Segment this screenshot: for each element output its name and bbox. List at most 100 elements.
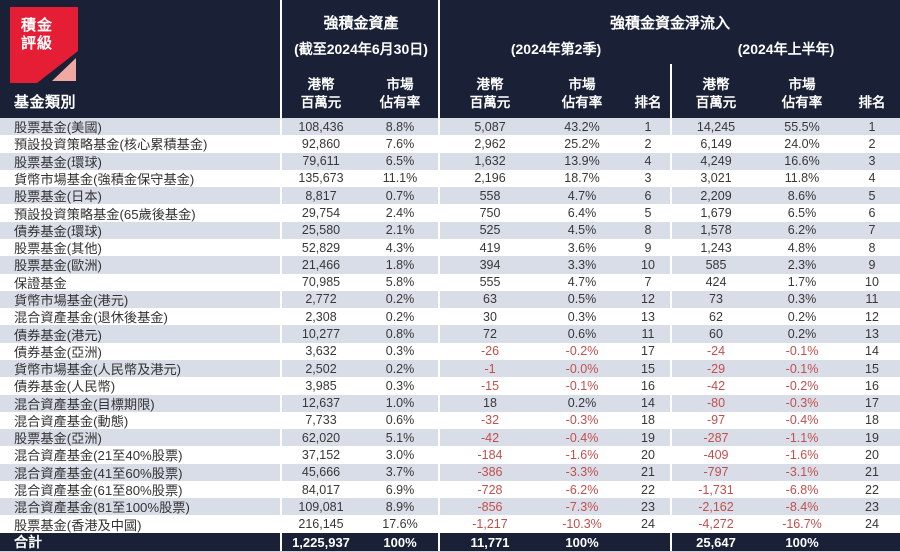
assets-share-cell: 3.7% — [385, 465, 415, 480]
assets-value-cell: 2,308 — [305, 309, 337, 324]
q2-rank-cell: 14 — [641, 396, 655, 411]
q2-rank-cell: 22 — [641, 482, 655, 497]
assets-value-cell: 216,145 — [298, 517, 344, 532]
h1-share-cell: -16.7% — [782, 517, 822, 532]
h1-flow-cell: -97 — [706, 413, 726, 428]
table-row: 預設投資策略基金(65歲後基金) 29,754 2.4% 750 6.4% 5 1,679 6… — [0, 204, 900, 222]
q2-rank-cell — [624, 533, 672, 551]
h1-rank-cell: 11 — [865, 292, 879, 307]
q2-rank-cell: 20 — [641, 447, 655, 462]
h1-flow-cell: 1,679 — [700, 206, 732, 221]
q2-flow-cell: -728 — [477, 482, 503, 497]
assets-value-cell: 45,666 — [301, 465, 341, 480]
q2-flow-cell: 30 — [483, 309, 497, 324]
assets-share-cell: 0.2% — [385, 309, 415, 324]
h1-share-cell: -0.1% — [785, 344, 819, 359]
q2-flow-cell: 72 — [483, 327, 497, 342]
fund-category-cell: 股票基金(亞洲) — [14, 431, 102, 447]
h1-rank-cell: 23 — [865, 499, 879, 514]
h1-rank-cell: 12 — [865, 309, 879, 324]
q2-share-cell: 4.7% — [567, 275, 597, 290]
table-row: 貨幣市場基金(港元) 2,772 0.2% 63 0.5% 12 73 0.3% 11 — [0, 290, 900, 309]
q2-flow-cell: -32 — [480, 413, 500, 428]
table-row: 股票基金(歐洲) 21,466 1.8% 394 3.3% 10 585 2.3% 9 — [0, 256, 900, 274]
h1-rank-cell: 22 — [865, 482, 879, 497]
assets-value-cell: 52,829 — [301, 240, 341, 255]
h1-share-cell: 4.8% — [787, 240, 817, 255]
q2-rank-cell: 24 — [641, 517, 655, 532]
h1-share-cell: -0.4% — [785, 413, 819, 428]
fund-category-cell: 股票基金(美國) — [14, 120, 102, 136]
h1-share-cell: 100% — [785, 534, 819, 550]
q2-flow-cell: 1,632 — [474, 154, 506, 169]
q2-rank-cell: 3 — [644, 171, 652, 186]
table-row: 混合資產基金(41至60%股票) 45,666 3.7% -386 -3.3% 21 -79… — [0, 463, 900, 481]
q2-share-cell: -6.2% — [565, 482, 599, 497]
fund-category-cell: 股票基金(歐洲) — [14, 258, 102, 274]
assets-value-cell: 7,733 — [305, 413, 337, 428]
h1-share-cell: 2.3% — [787, 257, 817, 272]
h1-share-cell: 0.3% — [787, 292, 817, 307]
fund-category-cell: 混合資產基金(目標期限) — [14, 396, 155, 412]
mpf-ratings-logo: 積金 評級 — [10, 7, 78, 83]
logo-text-line2: 評級 — [21, 34, 53, 52]
h1-share-cell: 1.7% — [787, 275, 817, 290]
q2-flow-cell: -1 — [484, 361, 496, 376]
q2-share-cell: 4.7% — [567, 188, 597, 203]
assets-share-cell: 0.2% — [385, 361, 415, 376]
fund-category-cell: 保證基金 — [14, 275, 67, 291]
h1-rank-cell: 8 — [868, 240, 876, 255]
fund-category-cell: 股票基金(日本) — [14, 189, 102, 205]
q2-share-cell: -0.1% — [565, 378, 599, 393]
assets-value-cell: 10,277 — [301, 327, 341, 342]
table-row: 貨幣市場基金(強積金保守基金) 135,673 11.1% 2,196 18.7% 3 3,… — [0, 169, 900, 188]
h1-share-cell: -3.1% — [785, 465, 819, 480]
table-body: 股票基金(美國) 108,436 8.8% 5,087 43.2% 1 14,245 55.5… — [0, 118, 900, 533]
assets-value-cell: 21,466 — [301, 257, 341, 272]
assets-value-cell: 29,754 — [301, 206, 341, 221]
q2-share-col-header: 市場 佔有率 — [561, 76, 603, 110]
q2-share-cell: -0.2% — [565, 344, 599, 359]
q2-subtitle: (2024年第2季) — [510, 41, 602, 57]
q2-flow-cell: 18 — [483, 396, 497, 411]
h1-share-cell: 55.5% — [784, 119, 820, 134]
assets-share-cell: 6.9% — [385, 482, 415, 497]
assets-value-cell: 92,860 — [301, 136, 341, 151]
assets-value-cell: 2,772 — [305, 292, 337, 307]
h1-rank-cell — [844, 533, 900, 551]
q2-rank-cell: 16 — [641, 378, 655, 393]
table-row: 預設投資策略基金(核心累積基金) 92,860 7.6% 2,962 25.2% 2 6,1… — [0, 135, 900, 153]
assets-value-cell: 84,017 — [301, 482, 341, 497]
q2-rank-cell: 6 — [644, 188, 652, 203]
h1-rank-cell: 21 — [865, 465, 879, 480]
h1-flow-cell: 2,209 — [700, 188, 732, 203]
fund-category-cell: 債券基金(環球) — [14, 223, 102, 239]
q2-rank-cell: 17 — [641, 344, 655, 359]
h1-rank-cell: 10 — [865, 275, 879, 290]
h1-flow-cell: 3,021 — [700, 171, 732, 186]
table-row: 混合資產基金(動態) 7,733 0.6% -32 -0.3% 18 -97 -0.4% 18 — [0, 411, 900, 430]
q2-rank-cell: 12 — [641, 292, 655, 307]
assets-share-col-header: 市場 佔有率 — [379, 76, 421, 110]
q2-flow-cell: 419 — [479, 240, 501, 255]
h1-flow-cell: 585 — [705, 257, 727, 272]
q2-share-cell: -0.0% — [565, 361, 599, 376]
fund-category-cell: 貨幣市場基金(人民幣及港元) — [14, 362, 182, 378]
q2-share-cell: -1.6% — [565, 447, 599, 462]
assets-share-cell: 3.0% — [385, 447, 415, 462]
fund-category-cell: 混合資產基金(41至60%股票) — [14, 465, 183, 481]
q2-share-cell: 0.5% — [567, 292, 597, 307]
table-row: 債券基金(環球) 25,580 2.1% 525 4.5% 8 1,578 6.2% 7 — [0, 221, 900, 239]
fund-category-cell: 股票基金(香港及中國) — [14, 517, 142, 533]
h1-flow-cell: 1,243 — [700, 240, 732, 255]
q2-rank-cell: 13 — [641, 309, 655, 324]
assets-value-cell: 62,020 — [301, 430, 341, 445]
h1-share-cell: 24.0% — [784, 136, 820, 151]
assets-share-cell: 7.6% — [385, 136, 415, 151]
column-divider-3 — [670, 64, 672, 551]
table-row: 混合資產基金(61至80%股票) 84,017 6.9% -728 -6.2% 22 -1,… — [0, 480, 900, 499]
q2-share-cell: 0.2% — [567, 396, 597, 411]
assets-share-cell: 1.0% — [385, 396, 415, 411]
q2-flow-cell: 2,962 — [474, 136, 506, 151]
q2-flow-cell: -386 — [477, 465, 503, 480]
